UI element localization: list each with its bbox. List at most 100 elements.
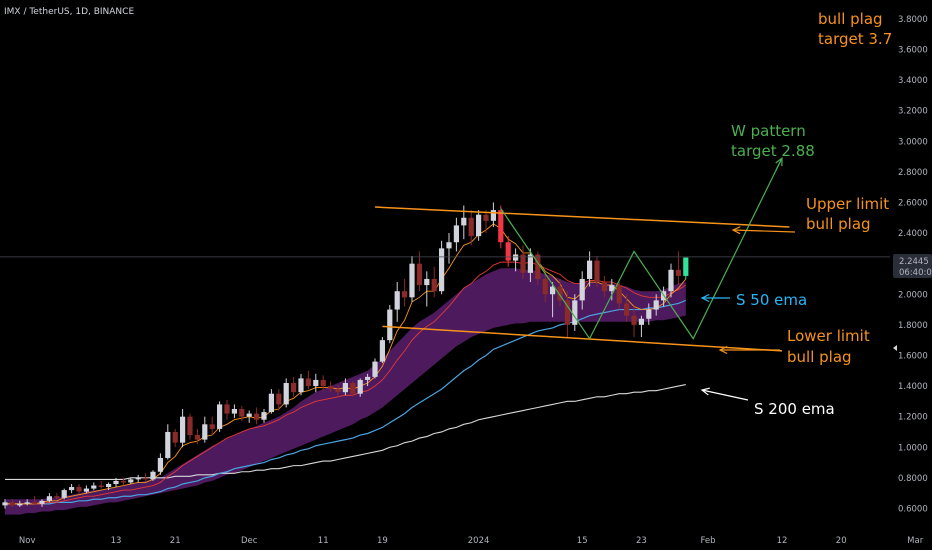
w-pattern-arrow-head [775,156,783,167]
candle [157,453,163,475]
candle [424,271,430,307]
candle-body [624,303,630,316]
candle-body [668,269,674,292]
price-tick-label: 1.8000 [898,321,928,331]
candle-body [17,503,23,506]
candle-body [165,431,171,458]
candle [106,482,112,491]
candle [453,217,459,252]
candle [513,248,519,272]
candle [402,278,408,307]
candle-body [394,291,400,310]
candle [298,373,304,396]
ema200-arrow-head [700,387,710,396]
w-pattern-arrow [775,157,783,171]
candle [439,240,445,295]
lower-limit-note-line2: bull plag [787,348,852,366]
candle [291,376,297,397]
candle-body [513,254,519,261]
candle [150,470,156,481]
ema-200-line [5,383,686,480]
price-tick-label: 3.2000 [898,107,928,117]
candle [128,477,134,484]
candle-body [69,487,75,491]
candle-body [350,383,356,394]
candle-body [653,300,659,310]
last-price-value: 2.2445 [899,257,929,267]
symbol-title: IMX / TetherUS, 1D, BINANCE [4,7,134,17]
candle [609,278,615,301]
candle [579,271,585,310]
candle-body [601,282,607,292]
candle-body [254,413,260,420]
candle-body [453,225,459,243]
candle-body [298,378,304,393]
price-tick-label: 3.4000 [898,76,928,86]
time-tick-label: 23 [636,536,647,546]
candle [135,474,141,483]
candle-body [24,502,30,504]
candle-body [683,257,689,276]
candle-body [39,500,45,504]
candle-body [416,263,422,286]
upper-limit-arrow-head [731,226,741,235]
candle [54,493,60,500]
candle [224,399,230,420]
candle [194,428,200,445]
ema200-arrow [701,389,749,401]
candle-body [461,217,467,226]
candle-body [520,254,526,273]
candle [61,488,67,500]
candle-body [535,254,541,279]
candle [165,424,171,460]
candle-body [98,485,104,488]
upper-limit-note-line2: bull plag [806,215,871,233]
candle-body [542,278,548,295]
price-tick-label: 1.4000 [898,382,928,392]
upper-limit-arrow [732,229,796,233]
candle [527,248,533,283]
candle [283,378,289,408]
candle-body [468,217,474,237]
candle-body [194,435,200,440]
candle-body [180,416,186,443]
candle-body [579,278,585,301]
candle-body [202,424,208,440]
candle-body [594,260,600,283]
candle-body [357,379,363,394]
candle-body [431,278,437,292]
scroll-right-icon[interactable] [893,345,897,351]
candle [557,278,563,307]
candle [468,210,474,246]
candle [276,389,282,411]
candle [342,378,348,396]
candle [268,389,274,414]
candle [624,294,630,322]
candle-body [646,309,652,319]
candle [24,499,30,506]
candle-body [675,269,681,276]
last-price-tag [893,254,932,278]
price-tick-label: 2.4000 [898,229,928,239]
bar-countdown: 06:40:08 [899,268,932,278]
candle [32,496,38,506]
candle [217,401,223,432]
candle [357,378,363,397]
candle-body [616,285,622,304]
candle [446,233,452,264]
candle-body [83,488,89,492]
time-tick-label: 20 [836,536,847,546]
candle [113,477,119,488]
candle-body [527,254,533,273]
time-axis[interactable]: 23Nov1321Dec111920241523Feb1220Mar [0,536,924,546]
candle [120,477,126,486]
candle [91,482,97,491]
candle-body [335,389,341,393]
candle-body [387,309,393,341]
candle-body [483,214,489,221]
candle [313,373,319,393]
price-tick-label: 1.6000 [898,351,928,361]
candle-body [106,483,112,488]
